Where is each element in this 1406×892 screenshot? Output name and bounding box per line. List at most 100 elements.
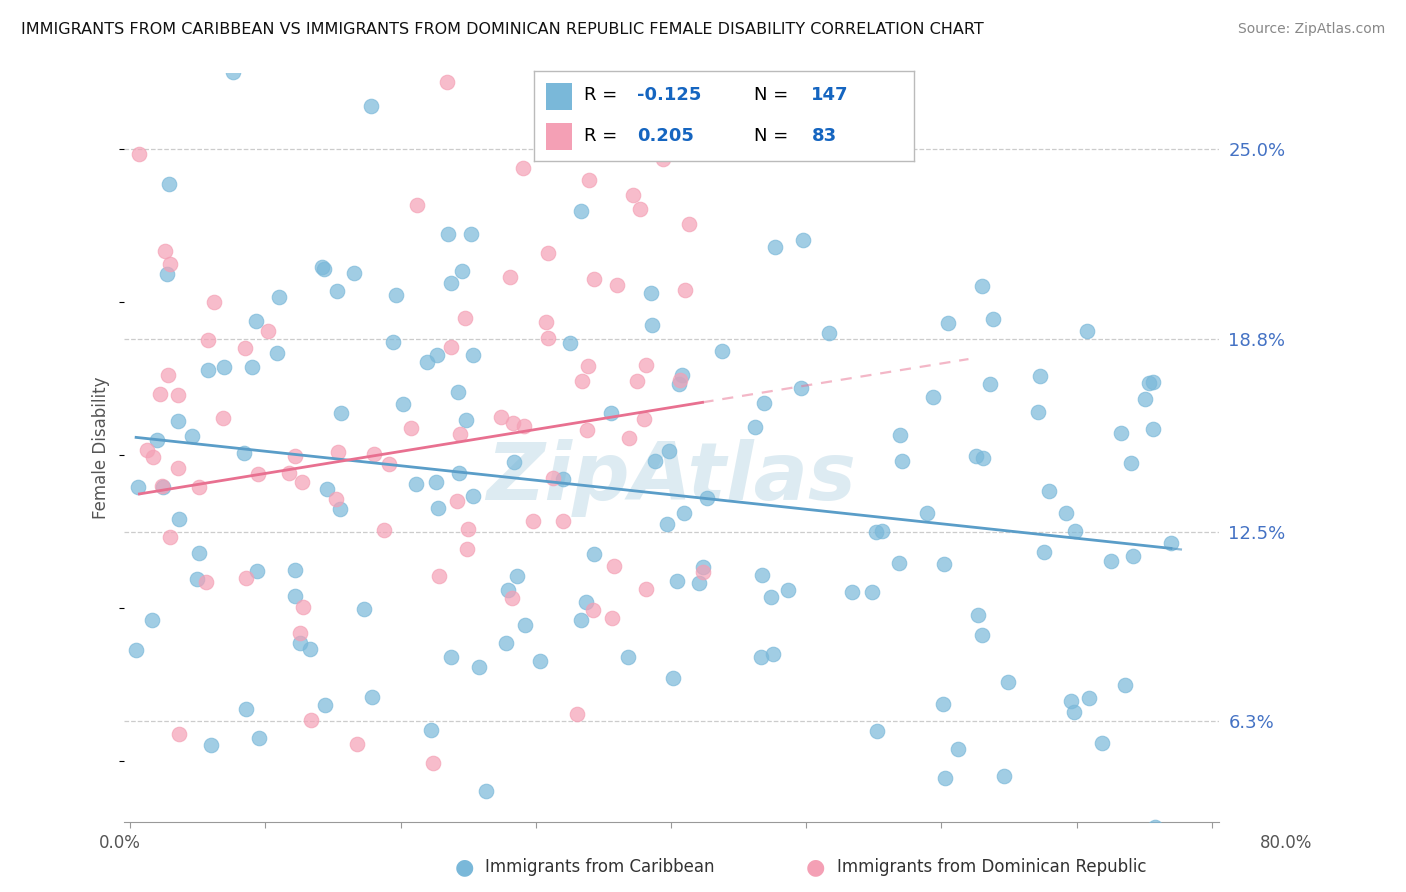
Point: [515, 618, 537, 632]
Point: [776, 583, 799, 598]
Point: [560, 336, 582, 351]
Point: [146, 433, 169, 447]
Point: [578, 173, 600, 187]
Point: [262, 866, 284, 880]
Point: [1026, 404, 1049, 418]
Point: [363, 447, 385, 461]
Point: [325, 491, 347, 506]
Text: IMMIGRANTS FROM CARIBBEAN VS IMMIGRANTS FROM DOMINICAN REPUBLIC FEMALE DISABILIT: IMMIGRANTS FROM CARIBBEAN VS IMMIGRANTS …: [21, 22, 984, 37]
Point: [512, 419, 534, 434]
Y-axis label: Female Disability: Female Disability: [93, 376, 110, 519]
Point: [633, 412, 655, 426]
Point: [256, 324, 278, 338]
Point: [142, 450, 165, 464]
Point: [1032, 544, 1054, 558]
Point: [326, 284, 349, 298]
Point: [1122, 549, 1144, 563]
Point: [188, 480, 211, 494]
Point: [565, 706, 588, 721]
Point: [384, 288, 406, 302]
Point: [1160, 536, 1182, 550]
Point: [602, 611, 624, 625]
Point: [202, 294, 225, 309]
Point: [373, 523, 395, 537]
Point: [529, 654, 551, 668]
Point: [360, 690, 382, 705]
Point: [551, 514, 574, 528]
Point: [392, 397, 415, 411]
Point: [1078, 691, 1101, 706]
Point: [711, 343, 734, 358]
Point: [498, 269, 520, 284]
Point: [422, 756, 444, 770]
Point: [1143, 820, 1166, 834]
Point: [169, 512, 191, 526]
Point: [460, 227, 482, 242]
Point: [436, 227, 458, 242]
Point: [425, 475, 447, 489]
Point: [180, 429, 202, 443]
Point: [841, 584, 863, 599]
Point: [440, 276, 463, 290]
Point: [450, 264, 472, 278]
Point: [915, 506, 938, 520]
Point: [752, 396, 775, 410]
Point: [415, 355, 437, 369]
Point: [468, 660, 491, 674]
Text: ●: ●: [454, 857, 474, 877]
Point: [1064, 524, 1087, 538]
Point: [247, 731, 270, 745]
Point: [787, 825, 810, 839]
Point: [1119, 456, 1142, 470]
Point: [966, 607, 988, 622]
Text: Immigrants from Caribbean: Immigrants from Caribbean: [485, 858, 714, 876]
Point: [489, 409, 512, 424]
Point: [167, 461, 190, 475]
Point: [972, 451, 994, 466]
Point: [575, 595, 598, 609]
Point: [619, 432, 641, 446]
Point: [744, 420, 766, 434]
Text: 147: 147: [811, 87, 849, 104]
Point: [536, 315, 558, 329]
Point: [1038, 483, 1060, 498]
Point: [450, 426, 472, 441]
Point: [981, 312, 1004, 326]
Text: 0.205: 0.205: [637, 128, 693, 145]
Point: [582, 603, 605, 617]
Point: [640, 286, 662, 301]
Point: [1060, 694, 1083, 708]
Point: [314, 698, 336, 712]
Point: [501, 591, 523, 605]
Point: [167, 388, 190, 402]
Point: [790, 381, 813, 395]
Point: [447, 385, 470, 400]
Point: [932, 697, 955, 711]
Point: [537, 331, 560, 345]
Point: [200, 738, 222, 752]
Point: [299, 713, 322, 727]
Point: [290, 626, 312, 640]
Point: [290, 636, 312, 650]
Point: [658, 444, 681, 458]
Point: [1063, 705, 1085, 719]
Text: R =: R =: [583, 87, 617, 104]
Point: [872, 524, 894, 538]
Point: [456, 542, 478, 557]
Point: [427, 568, 450, 582]
Point: [970, 278, 993, 293]
Point: [405, 476, 427, 491]
Point: [266, 346, 288, 360]
Point: [965, 449, 987, 463]
Point: [671, 368, 693, 382]
Point: [617, 650, 640, 665]
Bar: [546, 83, 572, 110]
Point: [621, 187, 644, 202]
Point: [792, 233, 814, 247]
Point: [405, 198, 427, 212]
Point: [537, 245, 560, 260]
Point: [153, 244, 176, 259]
Point: [979, 376, 1001, 391]
Point: [401, 421, 423, 435]
Point: [382, 334, 405, 349]
